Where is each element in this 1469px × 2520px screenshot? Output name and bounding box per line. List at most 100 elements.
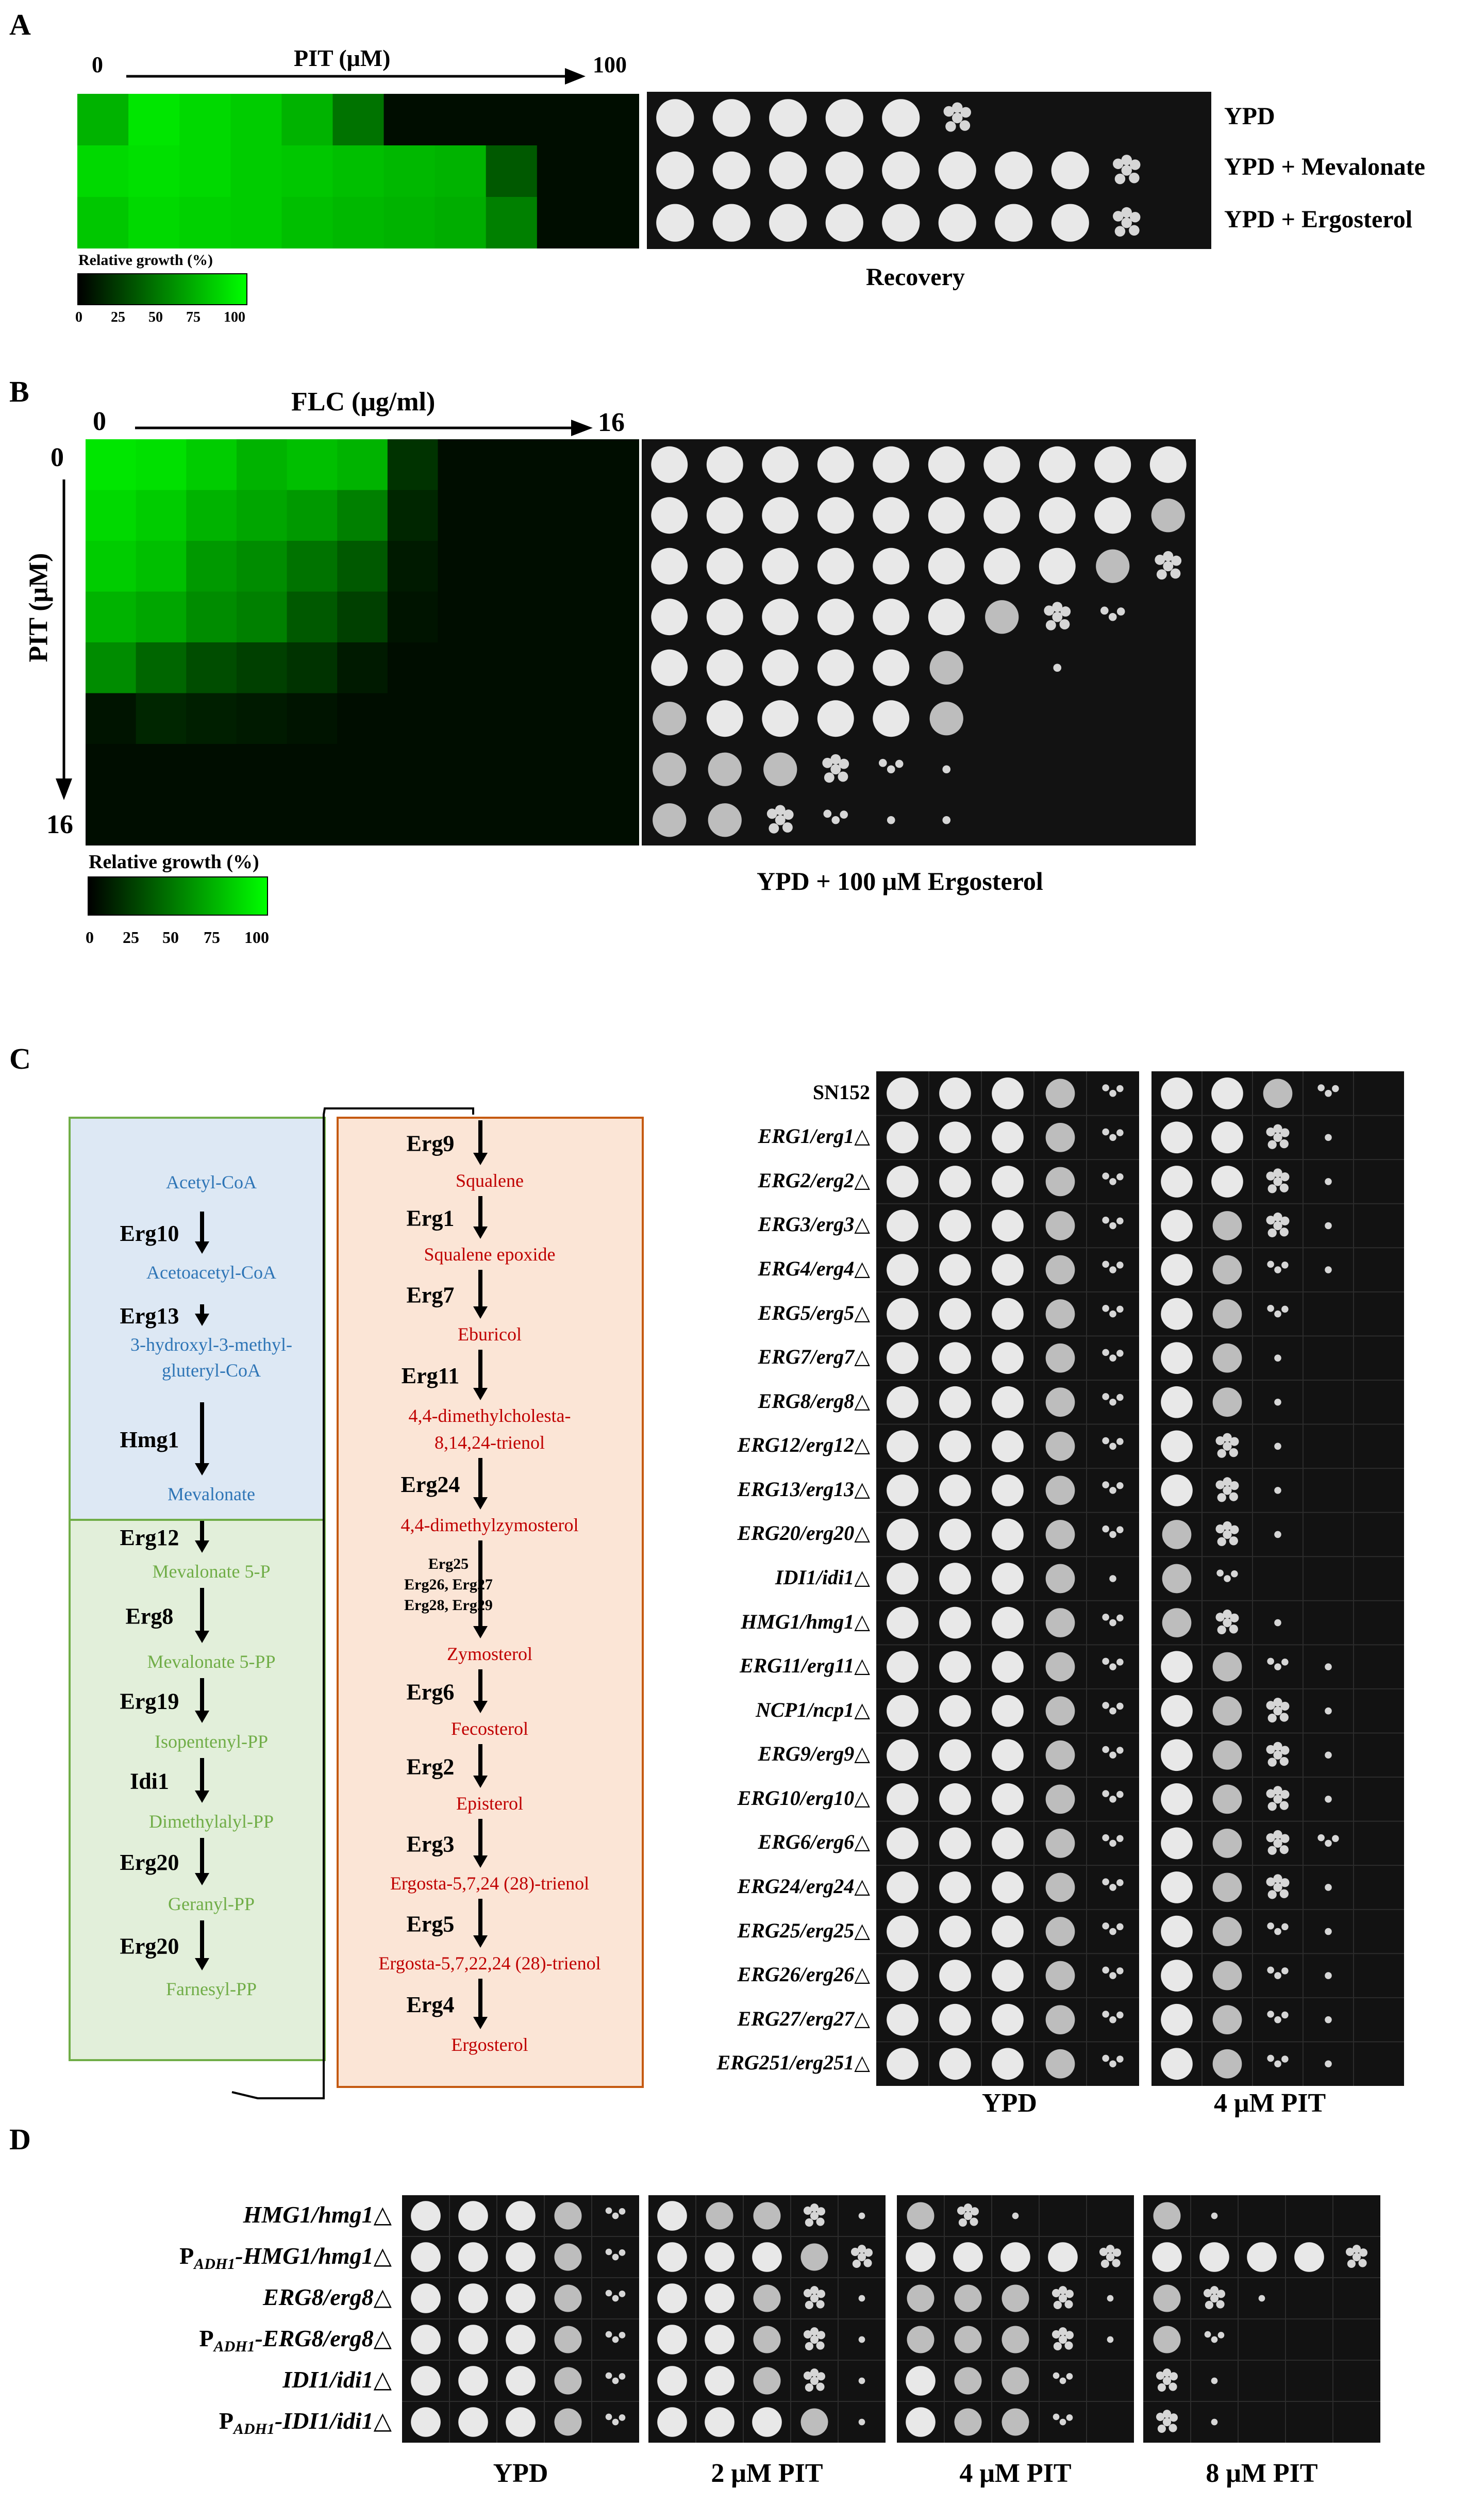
colony-spot (873, 497, 910, 534)
legend-tick: 0 (86, 928, 94, 947)
enzyme-label: Erg1 (407, 1206, 455, 1231)
colony-spot (1212, 1829, 1242, 1858)
colony-spot (1274, 2060, 1281, 2067)
heatmap-cell (588, 94, 639, 146)
colony-spot (753, 2202, 781, 2230)
colony-spot (939, 1915, 971, 1948)
colony-spot (1161, 1121, 1193, 1154)
colony-spot (1274, 1663, 1281, 1670)
colony-spot (992, 1915, 1024, 1948)
colony-spot (1352, 2245, 1361, 2253)
heatmap-cell (281, 145, 333, 197)
heatmap-cell (438, 591, 489, 643)
heatmap-cell (488, 744, 539, 795)
colony-spot (1116, 1879, 1124, 1886)
colony-spot (411, 2325, 441, 2355)
colony-spot (769, 151, 807, 190)
heatmap-cell (287, 744, 338, 795)
colony-spot (1161, 1430, 1193, 1463)
colony-spot (1223, 1486, 1232, 1495)
colony-spot (506, 2201, 536, 2231)
legend-tick: 100 (224, 309, 245, 325)
colony-spot (957, 2206, 966, 2215)
colony-spot (1163, 561, 1174, 572)
colony-spot (1279, 1228, 1289, 1237)
colony-spot (1116, 1482, 1124, 1489)
panel-a-row-label-2: YPD + Mevalonate (1224, 153, 1425, 180)
colony-spot (1116, 1350, 1124, 1357)
sterol-box (337, 1117, 644, 2088)
colony-spot (1045, 1475, 1075, 1505)
heatmap-cell (387, 541, 439, 592)
colony-spot (873, 599, 910, 636)
colony-spot (705, 2242, 734, 2272)
heatmap-cell (589, 439, 639, 491)
metabolite-label: Geranyl-PP (168, 1894, 255, 1914)
strain-name: -HMG1/hmg1△ (235, 2243, 392, 2269)
colony-spot (1152, 2242, 1182, 2272)
colony-spot (1230, 1437, 1239, 1446)
heatmap-cell (337, 490, 388, 541)
colony-spot (816, 2217, 825, 2226)
colony-spot (612, 2418, 619, 2426)
colony-spot (817, 446, 854, 483)
colony-spot (1116, 1967, 1124, 1975)
colony-spot (1045, 1652, 1075, 1682)
colony-spot (939, 1342, 971, 1374)
colony-spot (939, 1651, 971, 1683)
colony-spot (1129, 159, 1141, 170)
colony-spot (906, 2242, 936, 2272)
colony-spot (942, 816, 951, 824)
colony-spot (1044, 605, 1055, 616)
colony-spot (554, 2326, 582, 2353)
colony-spot (830, 764, 841, 775)
colony-spot (1102, 1172, 1109, 1180)
legend-tick: 75 (186, 309, 201, 325)
strain-name: -ERG8/erg8△ (255, 2325, 392, 2351)
colony-spot (612, 2295, 619, 2302)
colony-spot (1112, 2259, 1121, 2267)
heatmap-cell (537, 94, 589, 146)
heatmap-cell (383, 94, 436, 146)
strain-label: NCP1/ncp1△ (756, 1698, 870, 1721)
colony-spot (1199, 2242, 1229, 2272)
colony-spot (1045, 1784, 1075, 1814)
panel-c-letter: C (9, 1042, 31, 1075)
heatmap-cell (538, 490, 589, 541)
panel-a-arrow (126, 68, 586, 85)
heatmap-cell (128, 94, 180, 146)
arrow-head (195, 1711, 209, 1723)
colony-spot (958, 2218, 967, 2227)
colony-spot (1280, 1128, 1290, 1137)
colony-spot (1109, 1310, 1116, 1318)
colony-spot (1274, 1972, 1281, 1979)
colony-spot (907, 2284, 934, 2312)
colony-spot (1109, 1575, 1116, 1582)
colony-spot (1267, 2011, 1274, 2018)
colony-spot (943, 106, 955, 117)
colony-spot (766, 808, 777, 819)
strain-label: ERG1/erg1△ (758, 1124, 870, 1148)
colony-spot (1168, 2424, 1177, 2432)
colony-spot (1171, 555, 1182, 566)
colony-spot (887, 1827, 919, 1860)
panel-b-letter: B (9, 375, 29, 408)
legend-tick: 25 (123, 928, 139, 947)
colony-spot (1161, 1386, 1193, 1418)
colony-spot (1113, 158, 1124, 169)
colony-spot (1325, 2060, 1332, 2067)
colony-spot (1102, 1481, 1109, 1488)
colony-spot (1267, 1261, 1274, 1268)
colony-spot (1205, 2300, 1213, 2310)
colony-spot (1045, 1696, 1075, 1726)
colony-spot (1161, 1474, 1193, 1506)
colony-spot (810, 2368, 819, 2377)
colony-spot (1266, 1745, 1275, 1754)
colony-spot (810, 2203, 819, 2212)
heatmap-cell (387, 490, 439, 541)
colony-spot (712, 99, 750, 137)
colony-spot (954, 2326, 982, 2353)
colony-spot (1267, 1713, 1277, 1723)
colony-spot (763, 752, 797, 786)
colony-spot (1116, 1173, 1124, 1181)
